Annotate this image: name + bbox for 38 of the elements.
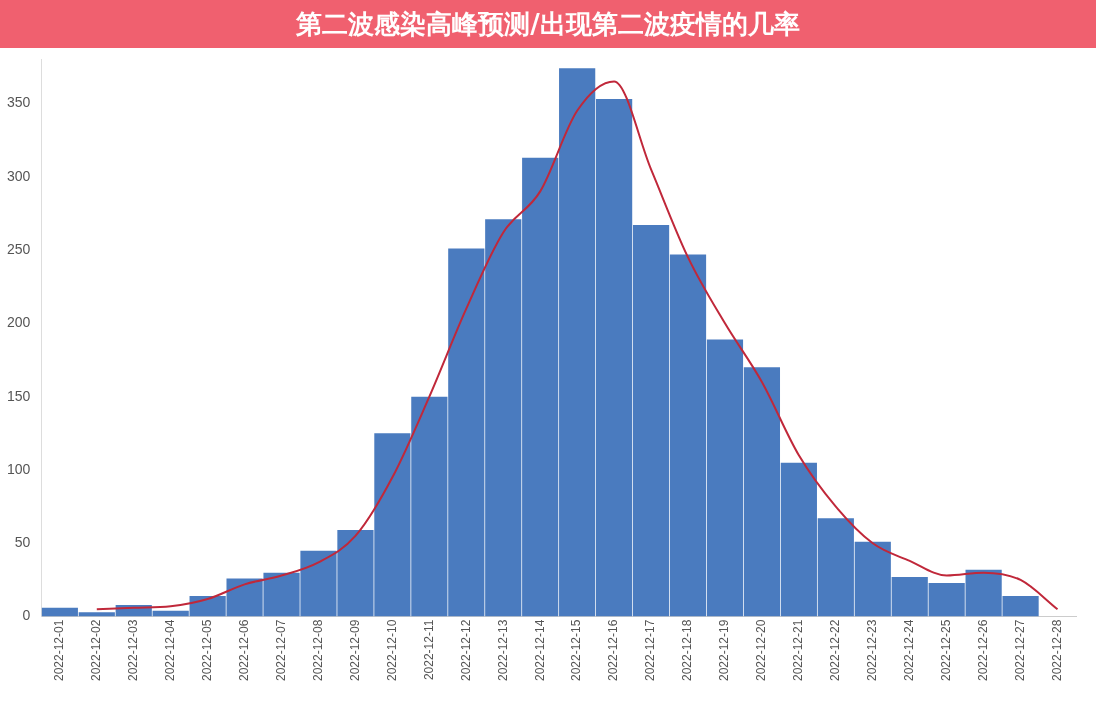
x-tick-label: 2022-12-06 [236,619,251,682]
x-tick-label: 2022-12-15 [569,619,584,682]
x-tick-label: 2022-12-12 [458,619,473,682]
x-tick-label: 2022-12-25 [938,619,953,682]
x-tick-label: 2022-12-20 [754,619,769,682]
x-tick-label: 2022-12-07 [273,619,288,682]
x-tick-label: 2022-12-09 [347,619,362,682]
x-tick-label: 2022-12-16 [606,619,621,682]
y-tick-label: 300 [7,167,31,184]
y-tick-label: 200 [7,314,31,331]
x-tick-label: 2022-12-17 [643,619,658,682]
x-tick-label: 2022-12-26 [975,619,990,682]
x-tick-label: 2022-12-13 [495,619,510,682]
x-tick-label: 2022-12-03 [126,619,141,682]
x-tick-label: 2022-12-10 [384,619,399,682]
chart-title: 第二波感染高峰预测/出现第二波疫情的几率 [0,0,1096,48]
line-series [95,80,1059,611]
x-tick-label: 2022-12-08 [310,619,325,682]
x-tick-label: 2022-12-11 [421,619,436,681]
x-tick-label: 2022-12-23 [865,619,880,682]
x-tick-label: 2022-12-18 [680,619,695,682]
x-tick-label: 2022-12-22 [828,619,843,682]
x-tick-label: 2022-12-24 [902,619,917,682]
y-tick-label: 250 [7,240,31,257]
x-tick-label: 2022-12-21 [791,619,806,682]
x-tick-label: 2022-12-04 [163,619,177,682]
x-tick-label: 2022-12-14 [532,619,547,682]
y-tick-label: 0 [22,607,31,624]
x-tick-label: 2022-12-05 [199,619,214,682]
x-tick-label: 2022-12-02 [89,619,104,682]
x-tick-label: 2022-12-01 [52,619,67,682]
x-tick-label: 2022-12-28 [1049,619,1064,682]
y-tick-label: 150 [7,387,31,404]
y-tick-label: 100 [7,460,31,477]
y-tick-label: 350 [7,94,31,111]
x-tick-label: 2022-12-27 [1012,619,1027,682]
y-tick-label: 50 [14,534,31,551]
x-tick-label: 2022-12-19 [717,619,732,682]
